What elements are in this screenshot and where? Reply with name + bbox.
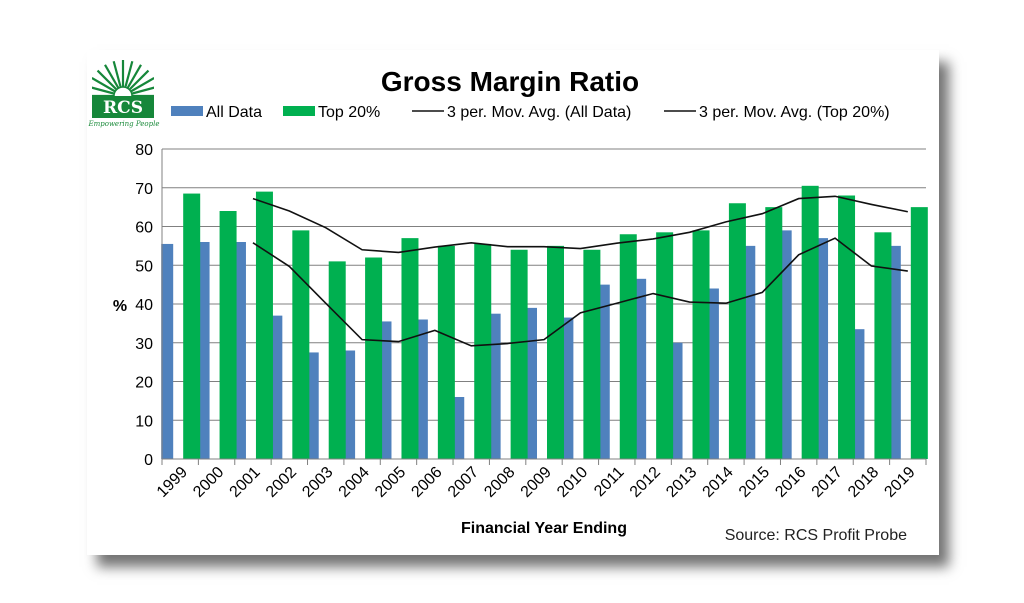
legend-label-3: 3 per. Mov. Avg. (Top 20%) [699,104,890,121]
bar-all-data-2008 [488,313,501,459]
bar-top-20-2005 [401,238,419,459]
legend-label-2: 3 per. Mov. Avg. (All Data) [447,104,631,121]
bar-all-data-2005 [379,321,392,459]
bar-top-20-2014 [728,203,746,459]
bar-all-data-2001 [233,242,246,459]
bar-top-20-2002 [292,230,310,459]
x-tick-label: 2000 [190,464,227,501]
bar-top-20-2011 [619,234,637,459]
x-tick-label: 2009 [518,464,555,501]
bar-top-20-2013 [692,230,710,459]
y-tick-label: 80 [135,142,153,159]
x-tick-label: 2003 [299,464,336,501]
bar-top-20-2018 [874,232,892,459]
legend-label-0: All Data [206,104,262,121]
bar-all-data-2015 [743,245,756,459]
y-tick-labels: 0 10 20 30 40 50 60 70 80 [135,142,153,469]
bar-all-data-2011 [597,284,610,459]
bar-top-20-2000 [219,211,237,459]
x-tick-label: 2006 [408,464,445,501]
legend-label-1: Top 20% [318,104,380,121]
sunburst-icon [92,58,154,106]
y-axis-label: % [113,298,127,315]
x-tick-label: 2007 [445,464,482,501]
bar-all-data-2016 [779,230,792,459]
bar-top-20-2016 [801,185,819,459]
rcs-logo: RCS [92,58,154,118]
x-tick-label: 2015 [736,464,773,501]
x-tick-labels: 1999 2000 2001 2002 2003 2004 2005 2006 2007 2008… [154,464,919,501]
x-tick-label: 2019 [881,464,918,501]
logo-text: RCS [103,98,143,118]
bar-all-data-2002 [270,315,283,459]
bar-all-data-2014 [706,288,719,459]
bar-top-20-2007 [474,243,492,459]
bars [161,185,928,459]
y-tick-label: 50 [135,258,153,275]
bar-top-20-2019 [910,207,928,459]
bar-top-20-2010 [583,249,601,459]
bar-all-data-2009 [525,307,537,459]
x-tick-label: 2018 [845,464,882,501]
bar-top-20-2006 [437,245,455,459]
x-tick-label: 2004 [336,464,373,501]
legend-swatch-0 [171,106,203,116]
bar-all-data-2004 [343,350,356,459]
x-tick-label: 2013 [663,464,700,501]
x-axis-label: Financial Year Ending [461,520,627,537]
bar-top-20-2009 [547,245,564,459]
bar-all-data-2018 [852,329,865,459]
logo-bar [92,96,154,118]
x-tick-label: 2014 [700,464,737,501]
mov-avg-top-20-line [252,195,908,254]
moving-average-lines [252,195,908,347]
x-tick-label: 2012 [627,464,664,501]
x-tick-label: 2017 [809,464,846,501]
bar-top-20-2017 [838,195,856,459]
x-tick-label: 2011 [591,464,627,500]
bar-all-data-2007 [452,397,465,459]
bar-all-data-2000 [197,242,210,459]
bar-top-20-2008 [510,249,528,459]
bar-top-20-2003 [328,261,346,459]
chart-title: Gross Margin Ratio [381,66,639,97]
bar-all-data-2010 [561,317,574,459]
y-tick-label: 60 [135,220,153,237]
bar-all-data-2017 [816,238,829,459]
legend: All Data Top 20% 3 per. Mov. Avg. (All Dat… [171,104,890,121]
x-tick-label: 1999 [154,464,191,501]
y-tick-label: 0 [144,452,153,469]
bar-top-20-2001 [255,191,273,459]
bar-all-data-2019 [888,245,901,459]
y-tick-label: 20 [135,375,153,392]
x-tick-label: 2002 [263,464,300,501]
y-tick-label: 30 [135,336,153,353]
bar-top-20-1999 [183,193,201,459]
bar-all-data-2012 [634,278,647,459]
x-tick-label: 2005 [372,464,409,501]
bar-all-data-1999 [161,243,174,459]
x-tick-label: 2008 [481,464,518,501]
x-tick-label: 2016 [772,464,809,501]
y-tick-label: 70 [135,181,153,198]
bar-all-data-2003 [306,352,319,459]
source-note: Source: RCS Profit Probe [724,527,907,544]
y-tick-label: 40 [135,297,153,314]
x-tick-label: 2010 [554,464,591,501]
bar-top-20-2004 [365,257,383,459]
bar-top-20-2012 [656,232,674,459]
bar-top-20-2015 [765,207,783,459]
legend-swatch-1 [283,106,315,116]
bar-all-data-2006 [415,319,428,459]
logo-tagline: Empowering People [88,120,160,128]
mov-avg-all-data-line [252,237,908,347]
axes [161,149,927,465]
y-tick-label: 10 [135,413,153,430]
x-tick-label: 2001 [227,464,264,501]
bar-all-data-2013 [670,342,683,459]
